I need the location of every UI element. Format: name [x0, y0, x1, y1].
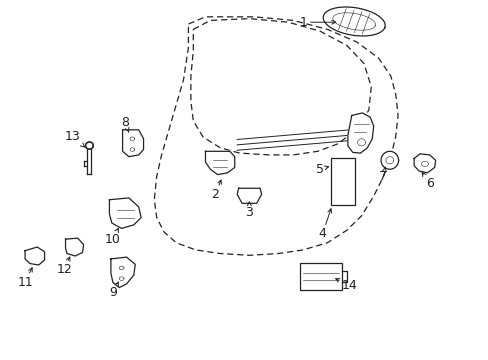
Polygon shape [205, 151, 234, 175]
Polygon shape [413, 154, 435, 173]
Text: 1: 1 [300, 16, 335, 29]
Polygon shape [25, 247, 44, 265]
Bar [300, 264, 341, 290]
Polygon shape [111, 257, 135, 288]
Text: 14: 14 [335, 279, 356, 292]
Polygon shape [323, 7, 385, 36]
Text: 8: 8 [121, 116, 129, 132]
Text: 7: 7 [379, 167, 386, 183]
Text: 11: 11 [17, 268, 33, 289]
Text: 3: 3 [245, 202, 253, 219]
Polygon shape [109, 198, 141, 228]
Text: 5: 5 [315, 163, 328, 176]
Bar [330, 158, 354, 205]
Text: 4: 4 [318, 209, 331, 240]
Polygon shape [237, 188, 261, 203]
Text: 2: 2 [211, 180, 221, 201]
Polygon shape [347, 113, 373, 153]
Polygon shape [122, 130, 143, 157]
Text: 10: 10 [105, 228, 121, 246]
Polygon shape [380, 151, 398, 169]
Text: 13: 13 [65, 130, 84, 147]
Text: 9: 9 [109, 282, 118, 300]
Polygon shape [65, 238, 83, 256]
Text: 12: 12 [56, 257, 72, 276]
Polygon shape [85, 142, 93, 149]
Text: 6: 6 [421, 172, 433, 190]
